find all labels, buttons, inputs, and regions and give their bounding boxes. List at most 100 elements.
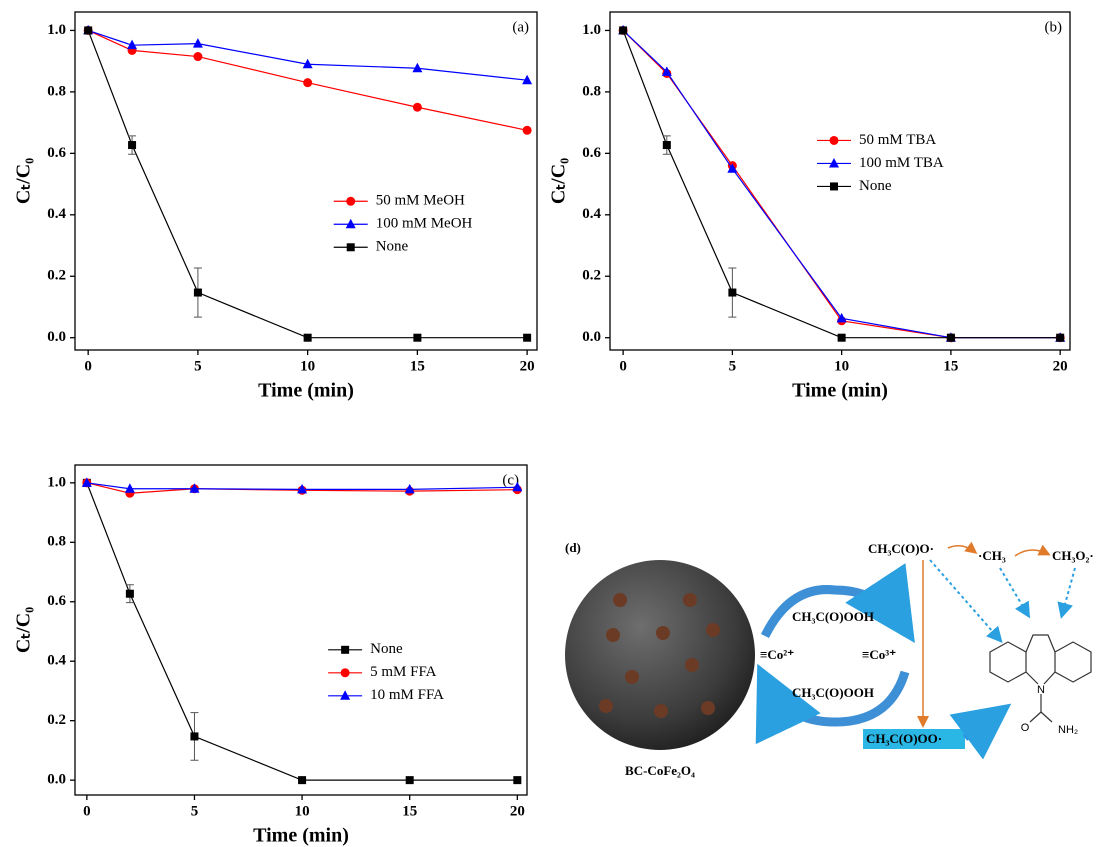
marker <box>189 483 200 493</box>
series-line <box>87 29 528 131</box>
marker <box>303 78 313 88</box>
marker <box>661 66 672 76</box>
x-tick-label: 15 <box>943 358 958 374</box>
x-tick-label: 0 <box>83 803 91 819</box>
y-tick-label: 0.6 <box>47 593 66 609</box>
legend-label: None <box>370 641 403 657</box>
cycle-arrow <box>755 663 910 745</box>
y-tick-label: 0.2 <box>582 268 601 284</box>
cobalt-label: ≡Co²⁺ <box>760 647 794 662</box>
marker <box>662 141 671 150</box>
y-tick-label: 1.0 <box>582 22 601 38</box>
marker <box>412 102 422 112</box>
legend-marker <box>346 196 356 206</box>
radical-label: ·CH₃ <box>978 548 1006 563</box>
y-tick-label: 0.0 <box>47 329 66 345</box>
series-line <box>622 30 1061 339</box>
legend-label: 100 mM MeOH <box>376 216 473 232</box>
y-tick-label: 0.8 <box>47 83 66 99</box>
atom-label: N <box>1037 684 1045 696</box>
marker <box>125 589 134 598</box>
marker <box>512 481 523 492</box>
arrow <box>947 541 978 554</box>
x-axis-label: Time (min) <box>253 825 349 847</box>
oxidant-label: CH₃C(O)OOH <box>792 685 874 700</box>
marker <box>297 483 308 494</box>
marker <box>193 52 203 62</box>
marker <box>127 39 138 50</box>
atom-label: NH₂ <box>1058 724 1078 736</box>
legend-marker <box>341 645 350 654</box>
y-tick-label: 0.4 <box>582 206 601 222</box>
marker <box>128 141 137 150</box>
panel-label: (a) <box>512 19 529 35</box>
marker <box>836 312 847 323</box>
marker <box>405 776 414 785</box>
y-tick-label: 1.0 <box>47 474 66 490</box>
series-line <box>87 29 528 81</box>
dotted-arrows <box>929 559 1076 644</box>
x-tick-label: 20 <box>1053 358 1068 374</box>
legend-label: 50 mM MeOH <box>376 193 465 209</box>
marker <box>302 58 313 69</box>
mechanism-diagram: (d) BC-CoFe₂O₄ CH₃C(O)OOH CH₃C(O)OOH ≡Co… <box>565 540 1094 778</box>
legend-label: None <box>376 239 409 255</box>
molecule <box>989 634 1092 723</box>
y-axis-label: Cₜ/C₀ <box>13 158 35 204</box>
x-axis-label: Time (min) <box>792 380 888 402</box>
marker <box>413 333 422 342</box>
series-line <box>86 482 518 781</box>
x-tick-label: 5 <box>729 358 737 374</box>
x-tick-label: 20 <box>510 803 525 819</box>
atom-label: O <box>1021 722 1030 734</box>
cycle-arrow <box>760 563 915 644</box>
marker <box>946 333 955 342</box>
panel-label: (c) <box>502 472 519 488</box>
radical-label: CH₃O₂· <box>1052 548 1094 563</box>
plot-frame <box>609 11 1071 351</box>
x-tick-label: 0 <box>619 358 627 374</box>
marker <box>728 288 737 297</box>
x-tick-label: 15 <box>402 803 417 819</box>
marker <box>192 38 203 48</box>
arrow <box>949 703 1012 760</box>
y-tick-label: 0.6 <box>582 145 601 161</box>
series-line <box>87 30 528 339</box>
legend-marker <box>340 668 350 678</box>
marker <box>1056 333 1065 342</box>
legend-label: 50 mM TBA <box>859 132 936 148</box>
x-tick-label: 5 <box>194 358 202 374</box>
highlight <box>863 729 965 749</box>
x-tick-label: 10 <box>300 358 315 374</box>
oxidant-label: CH₃C(O)OOH <box>792 609 874 624</box>
catalyst-sphere <box>565 560 755 750</box>
marker <box>84 26 93 35</box>
marker <box>513 776 522 785</box>
arrow <box>1014 544 1051 557</box>
y-tick-label: 0.6 <box>47 145 66 161</box>
plot-frame <box>74 11 538 351</box>
legend-label: 100 mM TBA <box>859 155 944 171</box>
marker <box>124 483 135 493</box>
marker <box>190 732 199 741</box>
marker <box>522 74 533 85</box>
marker <box>837 333 846 342</box>
marker <box>523 333 532 342</box>
legend-marker <box>829 135 839 145</box>
y-tick-label: 0.8 <box>47 534 66 550</box>
series-line <box>86 482 518 490</box>
marker <box>193 288 202 297</box>
y-tick-label: 0.0 <box>582 329 601 345</box>
marker <box>412 62 423 73</box>
cobalt-label: ≡Co³⁺ <box>862 647 896 662</box>
x-tick-label: 0 <box>84 358 92 374</box>
y-axis-label: Cₜ/C₀ <box>13 607 35 653</box>
marker <box>81 477 92 487</box>
y-tick-label: 0.8 <box>582 83 601 99</box>
x-tick-label: 10 <box>834 358 849 374</box>
legend-marker <box>345 218 356 229</box>
x-tick-label: 20 <box>520 358 535 374</box>
panel-label: (b) <box>1045 19 1063 35</box>
marker <box>303 333 312 342</box>
